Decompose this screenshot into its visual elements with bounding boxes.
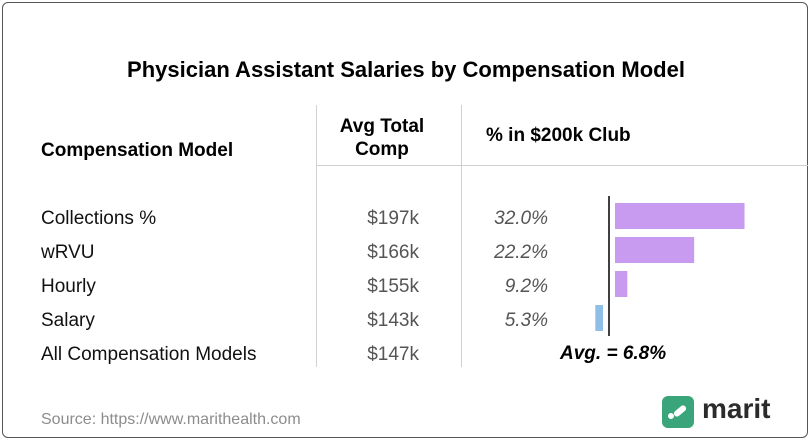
bar-wrvu: [615, 237, 695, 263]
row-avg-comp: $166k: [367, 242, 419, 263]
header-avg-total-comp: Avg Total Comp: [330, 115, 434, 161]
table-row: Salary $143k 5.3%: [0, 304, 812, 338]
marit-logo-text: marit: [702, 393, 771, 424]
bar-hourly: [615, 271, 628, 297]
row-pct: 32.0%: [494, 208, 548, 229]
table-row: All Compensation Models $147k: [0, 338, 812, 372]
column-divider-right: [461, 105, 462, 367]
marit-logo-icon: [662, 396, 694, 428]
row-avg-comp: $143k: [367, 310, 419, 331]
row-avg-comp: $155k: [367, 276, 419, 297]
row-avg-comp: $197k: [367, 208, 419, 229]
row-label: Collections %: [41, 208, 157, 229]
row-pct: 22.2%: [494, 242, 548, 263]
header-avg-total-comp-line2: Comp: [355, 139, 409, 160]
row-label: wRVU: [41, 242, 95, 263]
table-row: Collections % $197k 32.0%: [0, 202, 812, 236]
row-label: Salary: [41, 310, 95, 331]
row-label: Hourly: [41, 276, 96, 297]
row-pct: 5.3%: [504, 310, 548, 331]
chart-frame: [2, 2, 808, 438]
row-label: All Compensation Models: [41, 344, 257, 365]
bar-salary: [595, 305, 603, 331]
row-avg-comp: $147k: [367, 344, 419, 365]
average-label: Avg. = 6.8%: [560, 343, 667, 364]
column-divider-left: [316, 105, 317, 367]
header-pct-200k-club: % in $200k Club: [486, 125, 631, 146]
header-avg-total-comp-line1: Avg Total: [339, 116, 425, 137]
header-compensation-model: Compensation Model: [41, 140, 234, 161]
chart-title: Physician Assistant Salaries by Compensa…: [127, 57, 685, 82]
header-divider: [316, 165, 808, 166]
source-note: Source: https://www.marithealth.com: [41, 411, 301, 428]
table-row: Hourly $155k 9.2%: [0, 270, 812, 304]
row-pct: 9.2%: [504, 276, 548, 297]
table-row: wRVU $166k 22.2%: [0, 236, 812, 270]
bar-collections: [615, 203, 745, 229]
